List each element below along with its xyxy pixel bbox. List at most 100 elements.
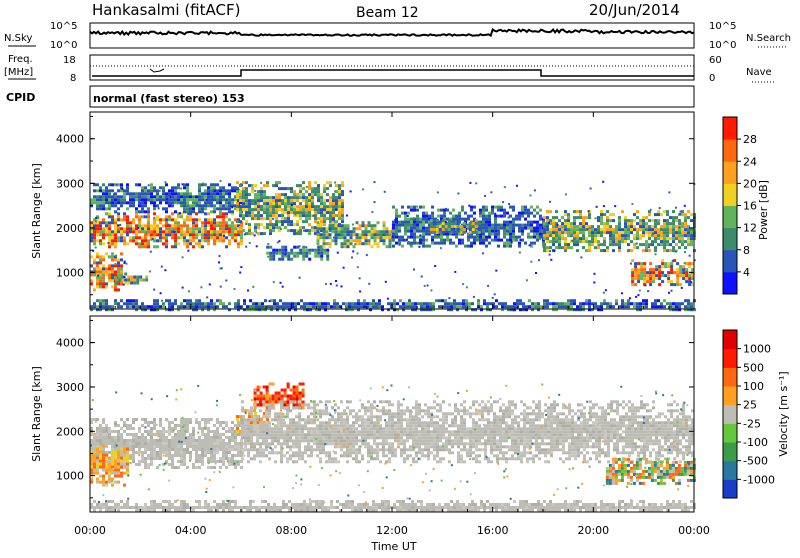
heatmap-cell xyxy=(341,208,344,211)
y-tick-label: 4000 xyxy=(56,133,84,146)
heatmap-cell xyxy=(570,222,573,225)
heatmap-cell xyxy=(133,276,136,279)
heatmap-cell xyxy=(349,436,352,439)
heatmap-cell xyxy=(298,427,301,430)
heatmap-cell xyxy=(277,421,280,424)
heatmap-cell xyxy=(687,234,690,237)
heatmap-cell xyxy=(534,305,537,308)
heatmap-cell xyxy=(413,227,416,230)
heatmap-cell xyxy=(277,439,280,442)
heatmap-cell xyxy=(374,233,377,236)
heatmap-cell xyxy=(621,237,624,240)
heatmap-cell xyxy=(282,286,284,288)
heatmap-cell xyxy=(120,239,123,242)
heatmap-cell xyxy=(323,205,326,208)
heatmap-cell xyxy=(361,433,364,436)
heatmap-cell xyxy=(442,219,445,222)
heatmap-cell xyxy=(317,193,320,196)
heatmap-cell xyxy=(105,430,108,433)
heatmap-cell xyxy=(207,451,210,454)
heatmap-cell xyxy=(108,212,111,215)
heatmap-cell xyxy=(198,299,201,302)
heatmap-cell xyxy=(266,386,269,389)
heatmap-cell xyxy=(362,230,365,233)
heatmap-cell xyxy=(247,439,250,442)
heatmap-cell xyxy=(210,439,213,442)
heatmap-cell xyxy=(275,252,278,255)
heatmap-cell xyxy=(582,302,585,305)
heatmap-cell xyxy=(159,236,162,239)
heatmap-cell xyxy=(513,302,516,305)
heatmap-cell xyxy=(99,466,102,469)
heatmap-cell xyxy=(565,193,567,195)
heatmap-cell xyxy=(117,218,120,221)
heatmap-cell xyxy=(313,403,316,406)
heatmap-cell xyxy=(359,233,362,236)
heatmap-cell xyxy=(269,220,272,223)
heatmap-cell xyxy=(305,208,308,211)
heatmap-cell xyxy=(654,237,657,240)
heatmap-cell xyxy=(482,221,485,224)
heatmap-cell xyxy=(240,242,243,245)
heatmap-cell xyxy=(337,433,340,436)
heatmap-cell xyxy=(207,445,210,448)
heatmap-cell xyxy=(186,189,189,192)
heatmap-cell xyxy=(441,299,444,302)
heatmap-cell xyxy=(141,302,144,305)
heatmap-cell xyxy=(159,421,162,424)
heatmap-cell xyxy=(117,212,120,215)
heatmap-cell xyxy=(236,430,239,433)
heatmap-cell xyxy=(115,282,118,285)
heatmap-cell xyxy=(192,224,195,227)
heatmap-cell xyxy=(332,211,335,214)
heatmap-cell xyxy=(132,433,135,436)
heatmap-cell xyxy=(102,264,105,267)
heatmap-cell xyxy=(341,199,344,202)
heatmap-cell xyxy=(141,457,144,460)
heatmap-cell xyxy=(468,236,470,238)
heatmap-cell xyxy=(341,217,344,220)
heatmap-cell xyxy=(267,256,269,258)
heatmap-cell xyxy=(667,262,670,265)
heatmap-cell xyxy=(201,448,204,451)
heatmap-cell xyxy=(352,457,355,460)
heatmap-cell xyxy=(340,412,343,415)
heatmap-cell xyxy=(225,445,228,448)
heatmap-cell xyxy=(594,237,597,240)
heatmap-cell xyxy=(222,445,225,448)
heatmap-cell xyxy=(284,199,287,202)
heatmap-cell xyxy=(186,445,189,448)
heatmap-cell xyxy=(527,215,530,218)
heatmap-cell xyxy=(368,239,371,242)
heatmap-cell xyxy=(99,273,102,276)
heatmap-cell xyxy=(120,451,123,454)
heatmap-cell xyxy=(377,245,380,248)
heatmap-cell xyxy=(141,195,144,198)
heatmap-cell xyxy=(494,221,497,224)
heatmap-cell xyxy=(287,223,290,226)
heatmap-cell xyxy=(654,302,657,305)
heatmap-cell xyxy=(222,189,225,192)
heatmap-cell xyxy=(272,252,275,255)
heatmap-cell xyxy=(367,448,370,451)
heatmap-cell xyxy=(216,448,219,451)
heatmap-cell xyxy=(141,215,144,218)
heatmap-cell xyxy=(102,236,105,239)
heatmap-cell xyxy=(386,245,389,248)
heatmap-cell xyxy=(588,234,591,237)
heatmap-cell xyxy=(419,221,422,224)
heatmap-cell xyxy=(204,421,207,424)
heatmap-cell xyxy=(186,299,189,302)
heatmap-cell xyxy=(280,430,283,433)
heatmap-cell xyxy=(268,433,271,436)
heatmap-cell xyxy=(482,224,485,227)
heatmap-cell xyxy=(120,233,123,236)
heatmap-cell xyxy=(207,236,210,239)
heatmap-cell xyxy=(615,299,618,302)
heatmap-cell xyxy=(651,302,654,305)
heatmap-cell xyxy=(280,451,283,454)
heatmap-cell xyxy=(245,199,248,202)
heatmap-cell xyxy=(216,230,219,233)
heatmap-cell xyxy=(102,478,105,481)
heatmap-cell xyxy=(144,439,147,442)
